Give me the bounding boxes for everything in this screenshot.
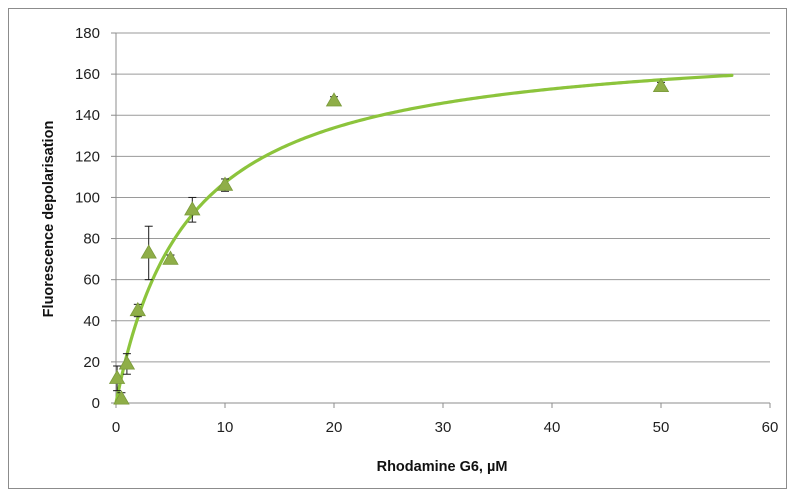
y-tick-label: 80: [83, 231, 100, 248]
y-tick-label: 160: [75, 66, 100, 83]
x-tick-label: 60: [762, 419, 779, 436]
x-tick-label: 50: [653, 419, 670, 436]
data-point-triangle: [113, 390, 130, 405]
y-tick-label: 60: [83, 272, 100, 289]
data-point-triangle: [216, 176, 234, 191]
x-tick-labels: 0 10 20 30 40 50 60: [112, 419, 779, 436]
y-tick-labels: 0 20 40 60 80 100 120 140 160 180: [75, 25, 100, 412]
x-tick-label: 40: [544, 419, 561, 436]
y-tick-label: 100: [75, 189, 100, 206]
data-point-triangle: [162, 250, 179, 265]
x-tick-label: 10: [217, 419, 234, 436]
data-point-triangle: [184, 201, 201, 216]
data-point-triangle: [140, 244, 157, 259]
y-tick-label: 20: [83, 354, 100, 371]
axes: [111, 32, 771, 408]
fit-curve: [114, 73, 734, 405]
y-tick-label: 140: [75, 107, 100, 124]
data-points: [108, 77, 670, 405]
x-tick-label: 0: [112, 419, 120, 436]
y-axis-title: Fluorescence depolarisation: [41, 121, 57, 318]
data-point-triangle: [118, 355, 136, 370]
data-point-triangle: [652, 77, 670, 93]
data-point-triangle: [129, 301, 146, 317]
y-tick-label: 40: [83, 313, 100, 330]
data-point-triangle: [325, 92, 343, 107]
x-axis-title: Rhodamine G6, µM: [377, 459, 508, 475]
x-tick-label: 20: [326, 419, 343, 436]
y-tick-label: 120: [75, 148, 100, 165]
fit-curve-layer: [114, 73, 734, 405]
data-point-triangle: [108, 369, 126, 384]
error-bars: [113, 81, 665, 404]
y-tick-label: 180: [75, 25, 100, 42]
gridlines: [116, 32, 770, 363]
x-tick-label: 30: [435, 419, 452, 436]
y-tick-label: 0: [92, 395, 100, 412]
